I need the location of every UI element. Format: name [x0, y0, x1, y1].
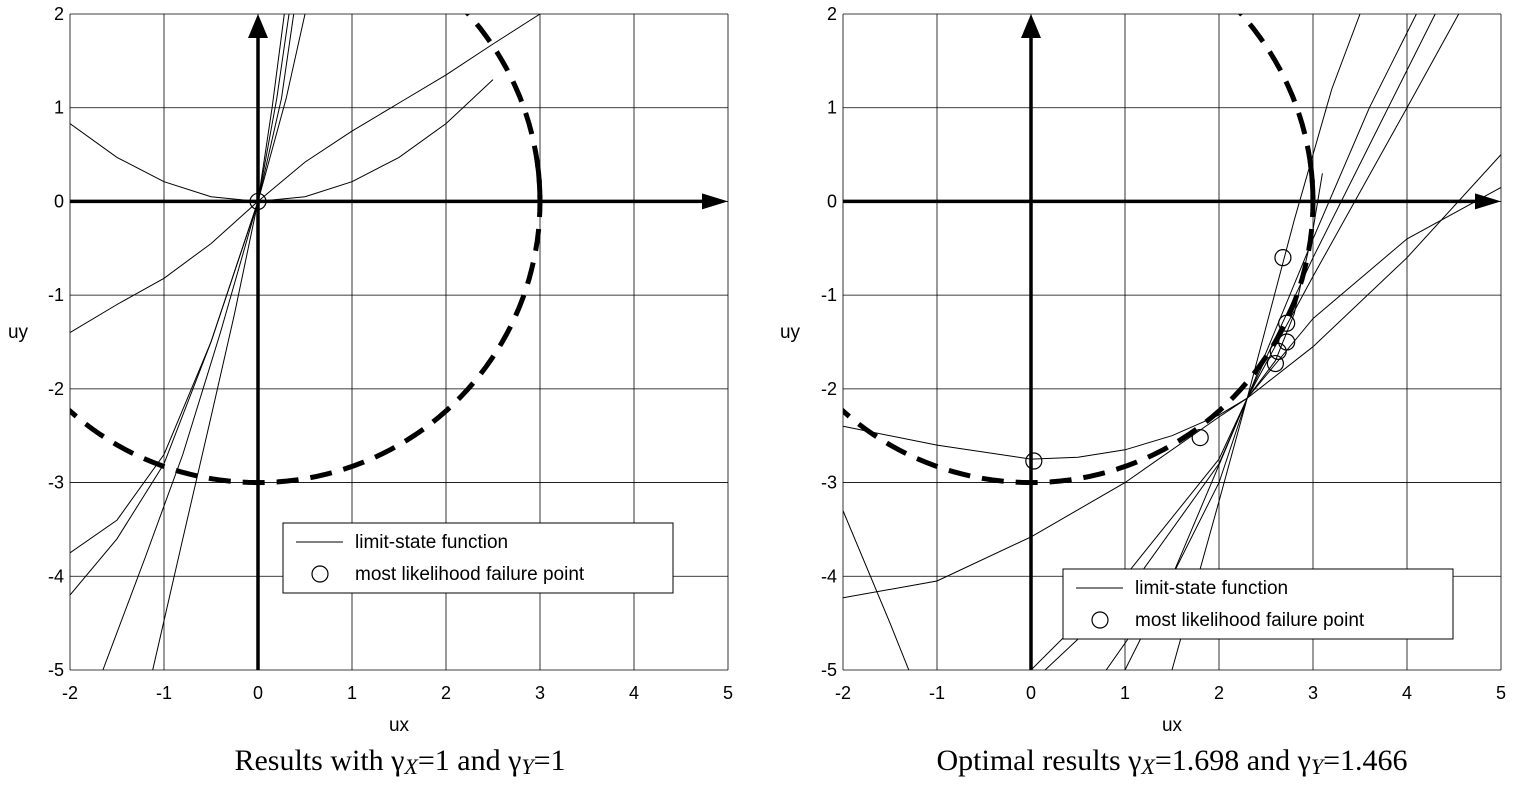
chart-panel-left: -2 -1 0 1 2 3 4 5 2 1 0 -1 -2 -3 -4 -5 ux uy limit-state f… [8, 4, 733, 779]
limit-state-curve-1 [70, 79, 494, 202]
y-axis-label: uy [8, 322, 29, 343]
caption-part-prefix: Optimal results γ [936, 744, 1141, 777]
limit-state-curve-8 [1124, 186, 1501, 670]
y-tick-label: -1 [48, 285, 64, 305]
legend-entry-failure-point: most likelihood failure point [1135, 610, 1365, 631]
x-tick-label: -1 [156, 683, 172, 703]
y-tick-label: 1 [54, 98, 64, 118]
limit-state-curve-2 [70, 14, 541, 334]
x-tick-label: 3 [535, 683, 545, 703]
beta-circle-upper-arc [464, 14, 543, 202]
limit-state-curve-4 [70, 14, 295, 596]
x-axis-label: ux [389, 715, 410, 736]
x-tick-label: 0 [1026, 683, 1036, 703]
vertical-axis-arrowhead [1021, 14, 1041, 38]
x-tick-label: 5 [723, 683, 733, 703]
y-tick-label: -2 [821, 379, 837, 399]
limit-state-curve-1 [843, 173, 1323, 460]
caption-part-suffix: =1.466 [1323, 744, 1407, 777]
vertical-axis-arrowhead [248, 14, 268, 38]
y-tick-label: 2 [54, 4, 64, 24]
y-tick-label: 0 [54, 191, 64, 211]
beta-circle-upper-arc [1237, 14, 1316, 202]
y-tick-label: 0 [827, 191, 837, 211]
y-tick-label: -4 [48, 566, 64, 586]
failure-point-marker [1025, 452, 1043, 470]
x-tick-label: 4 [1402, 683, 1412, 703]
y-tick-label: -3 [821, 473, 837, 493]
caption-part-mid: =1 and γ [418, 744, 522, 777]
failure-point-marker [1266, 354, 1285, 373]
x-tick-label: 3 [1308, 683, 1318, 703]
x-tick-label: 1 [347, 683, 357, 703]
x-tick-label: 1 [1120, 683, 1130, 703]
failure-point-marker [1191, 428, 1209, 447]
y-tick-label: -2 [48, 379, 64, 399]
failure-point-marker [249, 192, 267, 211]
failure-point-marker [1278, 314, 1296, 332]
x-tick-label: 2 [1214, 683, 1224, 703]
limit-state-curve-7 [1171, 14, 1361, 670]
x-tick-label: 5 [1496, 683, 1506, 703]
legend-circle-swatch [311, 565, 329, 583]
failure-point-marker [1274, 249, 1292, 267]
y-tick-label: -4 [821, 566, 837, 586]
caption-part-sub-x: X [403, 754, 419, 779]
x-tick-label: 2 [441, 683, 451, 703]
legend-entry-limit-state: limit-state function [355, 532, 508, 553]
x-tick-label: -1 [929, 683, 945, 703]
y-tick-label: -5 [821, 660, 837, 680]
x-tick-label: 4 [629, 683, 639, 703]
limit-state-curve-3 [843, 510, 910, 670]
legend-box [1062, 568, 1454, 640]
limit-state-curve-2 [843, 154, 1501, 599]
chart-panel-right: -2 -1 0 1 2 3 4 5 2 1 0 -1 -2 -3 -4 -5 ux uy limit-state f… [780, 4, 1506, 779]
x-tick-label: -2 [62, 683, 78, 703]
panel-caption: Results with γX=1 and γY=1 [234, 744, 565, 779]
caption-part-mid: =1.698 and γ [1155, 744, 1311, 777]
y-tick-label: -1 [821, 285, 837, 305]
y-axis-label: uy [780, 322, 801, 343]
caption-part-sub-y: Y [521, 754, 536, 779]
limit-state-curve-5 [102, 14, 290, 670]
caption-part-suffix: =1 [534, 744, 566, 777]
legend-circle-swatch [1091, 611, 1109, 629]
panel-caption: Optimal results γX=1.698 and γY=1.466 [936, 744, 1407, 779]
caption-part-prefix: Results with γ [234, 744, 404, 777]
failure-point-marker [1278, 333, 1296, 351]
horizontal-axis-arrowhead [702, 193, 728, 210]
caption-part-sub-y: Y [1311, 754, 1326, 779]
x-tick-label: 0 [253, 683, 263, 703]
y-tick-label: 2 [827, 4, 837, 24]
horizontal-axis-arrowhead [1475, 193, 1501, 210]
legend-entry-failure-point: most likelihood failure point [355, 564, 585, 585]
y-tick-label: -5 [48, 660, 64, 680]
y-tick-label: 1 [827, 98, 837, 118]
caption-part-sub-x: X [1140, 754, 1156, 779]
x-axis-label: ux [1162, 715, 1183, 736]
legend-box [282, 522, 674, 594]
x-tick-label: -2 [835, 683, 851, 703]
legend-entry-limit-state: limit-state function [1135, 578, 1288, 599]
y-tick-label: -3 [48, 473, 64, 493]
limit-state-curve-6 [152, 14, 285, 670]
